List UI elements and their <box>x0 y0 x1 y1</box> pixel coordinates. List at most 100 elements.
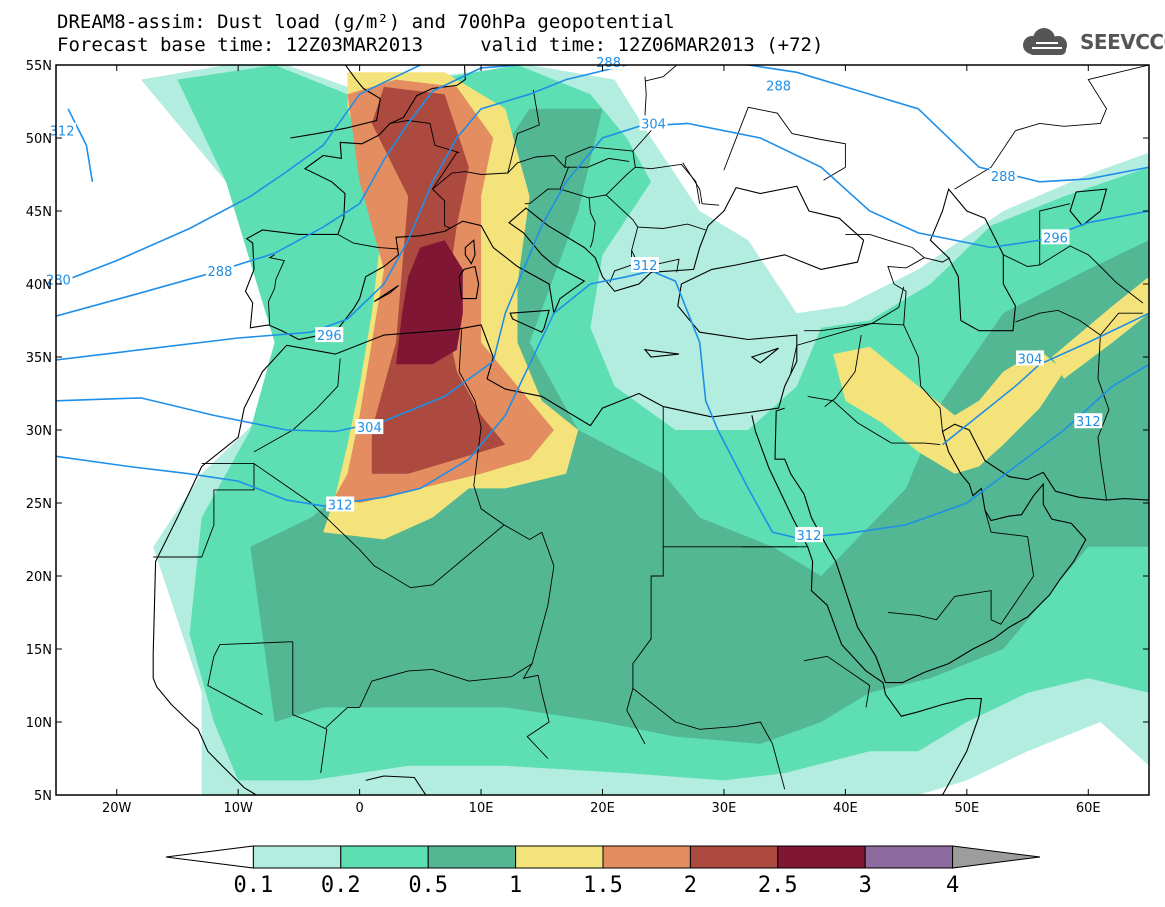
dust-load-map: 312 280 288 296 304 312 288 288 304 312 288 296 304 3… <box>26 54 1150 816</box>
contour-label: 312 <box>48 122 77 140</box>
contour-label-bg <box>48 122 77 138</box>
geopotential-contour <box>56 65 631 361</box>
geopotential-contour <box>56 65 421 285</box>
contour-label-bg <box>764 77 793 93</box>
logo-text: SEEVCCC <box>1080 30 1165 54</box>
lon-tick-label: 10E <box>469 801 494 816</box>
geopotential-contour <box>942 312 1149 446</box>
geopotential-contour <box>56 65 1149 317</box>
latitude-axis: 55N 50N 45N 40N 35N 30N 25N 20N 15N 10N 5N <box>26 59 1149 804</box>
coastline <box>365 775 427 795</box>
dust-region <box>833 346 1064 474</box>
lat-tick-label: 55N <box>26 59 52 74</box>
cloud-logo-icon <box>1023 28 1067 55</box>
coastline <box>152 653 258 795</box>
lon-tick-label: 60E <box>1076 801 1101 816</box>
colorbar-box <box>252 845 342 869</box>
country-border <box>790 322 943 432</box>
country-border <box>522 532 555 759</box>
country-border <box>337 234 399 250</box>
country-border <box>564 157 630 168</box>
lat-tick-label: 45N <box>26 205 52 220</box>
contour-label-text: 296 <box>317 329 342 344</box>
geopotential-contour <box>67 108 94 182</box>
lon-tick-label: 50E <box>954 801 979 816</box>
country-border <box>804 655 871 708</box>
contour-label: 312 <box>1074 413 1103 430</box>
lat-tick-label: 50N <box>26 132 52 147</box>
lat-tick-label: 5N <box>34 789 52 804</box>
island <box>458 265 480 300</box>
contour-label-text: 288 <box>208 265 233 280</box>
country-border <box>632 76 701 204</box>
colorbar-low-triangle <box>165 845 254 869</box>
lat-tick-label: 30N <box>26 424 52 439</box>
country-border <box>1015 309 1101 336</box>
country-border <box>924 257 951 263</box>
country-border <box>207 641 293 716</box>
contour-label-bg <box>315 327 344 343</box>
contour-label-bg <box>989 167 1018 183</box>
island <box>643 348 680 358</box>
island <box>750 347 779 364</box>
contour-label-text: 312 <box>1076 415 1101 430</box>
contour-label-text: 280 <box>46 274 71 289</box>
lat-tick-label: 25N <box>26 497 52 512</box>
contour-label: 288 <box>205 262 234 280</box>
contour-label-text: 312 <box>633 259 658 274</box>
contour-label-text: 312 <box>797 529 822 544</box>
island <box>464 239 476 265</box>
contour-label: 280 <box>44 271 73 289</box>
contour-label-text: 312 <box>50 125 75 140</box>
contour-label-text: 288 <box>596 56 621 71</box>
colorbar-label: 1 <box>509 873 522 898</box>
colorbar-box <box>864 845 954 869</box>
lat-tick-label: 40N <box>26 278 52 293</box>
coastline-borders-layer <box>152 65 1149 795</box>
contour-label: 288 <box>594 54 623 71</box>
colorbar-box <box>777 845 866 869</box>
country-border <box>845 233 925 259</box>
country-border <box>253 358 341 453</box>
lat-tick-label: 20N <box>26 570 52 585</box>
contour-label-bg <box>355 419 384 435</box>
lat-tick-label: 10N <box>26 716 52 731</box>
colorbar-label: 3 <box>859 873 872 898</box>
colorbar-label: 4 <box>946 873 959 898</box>
country-border <box>887 257 925 325</box>
contour-label-bg <box>326 496 355 512</box>
contour-label: 288 <box>989 167 1018 185</box>
title-line-2: Forecast base time: 12Z03MAR2013 valid t… <box>57 34 824 56</box>
colorbar-box <box>515 845 604 869</box>
contour-label: 304 <box>639 115 668 132</box>
title-line-1: DREAM8-assim: Dust load (g/m²) and 700hP… <box>57 11 675 33</box>
dust-region <box>1051 276 1149 379</box>
colorbar-label: 0.1 <box>234 873 274 898</box>
colorbar-label: 1.5 <box>583 873 623 898</box>
colorbar-box <box>427 845 517 869</box>
contour-label-bg <box>1015 350 1044 366</box>
contour-label-text: 312 <box>328 498 353 513</box>
country-border <box>887 590 992 621</box>
colorbar-label: 2 <box>684 873 697 898</box>
country-border <box>637 223 706 231</box>
contour-label: 312 <box>326 496 355 513</box>
colorbar-label: 0.2 <box>321 873 361 898</box>
coastline <box>774 407 1149 684</box>
island <box>509 309 550 333</box>
contour-label-text: 304 <box>1018 352 1043 367</box>
lon-tick-label: 20E <box>590 801 615 816</box>
contour-label-bg <box>631 257 660 273</box>
country-border <box>253 463 543 589</box>
lon-tick-label: 20W <box>102 801 132 816</box>
coastline <box>929 187 1016 332</box>
country-border <box>984 510 1035 625</box>
colorbar-high-triangle <box>952 845 1041 869</box>
country-border <box>268 254 285 325</box>
contour-label-text: 288 <box>991 170 1016 185</box>
contour-label: 296 <box>315 327 344 344</box>
colorbar-label: 2.5 <box>758 873 798 898</box>
country-border <box>807 395 941 446</box>
colorbar-label: 0.5 <box>408 873 448 898</box>
country-border <box>626 546 664 745</box>
